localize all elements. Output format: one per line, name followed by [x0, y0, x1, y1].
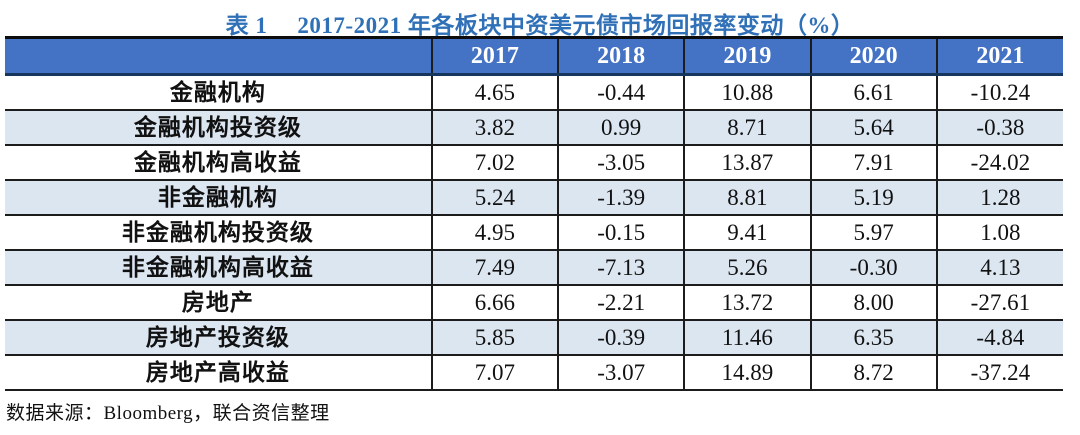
cell-value: 3.82 — [430, 108, 559, 146]
cell-value: 1.08 — [935, 213, 1063, 251]
table-header-row: 2017 2018 2019 2020 2021 — [5, 36, 1063, 76]
row-label: 房地产投资级 — [5, 318, 432, 356]
table-row: 金融机构投资级 3.82 0.99 8.71 5.64 -0.38 — [5, 108, 1063, 146]
cell-value: 7.02 — [430, 143, 559, 181]
cell-value: 8.81 — [683, 178, 811, 216]
cell-value: 8.71 — [683, 108, 811, 146]
cell-value: 11.46 — [683, 318, 811, 356]
table-row: 房地产 6.66 -2.21 13.72 8.00 -27.61 — [5, 283, 1063, 321]
cell-value: -3.05 — [557, 143, 685, 181]
data-source-note: 数据来源：Bloomberg，联合资信整理 — [6, 402, 330, 424]
header-cell-2020: 2020 — [809, 36, 937, 76]
cell-value: -10.24 — [935, 73, 1063, 111]
cell-value: 5.24 — [430, 178, 559, 216]
cell-value: 6.66 — [430, 283, 559, 321]
table-title: 表 1 2017-2021 年各板块中资美元债市场回报率变动（%） — [0, 0, 1080, 38]
row-label: 非金融机构高收益 — [5, 248, 432, 286]
cell-value: 4.95 — [430, 213, 559, 251]
header-cell-2018: 2018 — [557, 36, 685, 76]
cell-value: 7.49 — [430, 248, 559, 286]
row-label: 房地产 — [5, 283, 432, 321]
table-row: 非金融机构 5.24 -1.39 8.81 5.19 1.28 — [5, 178, 1063, 216]
cell-value: 1.28 — [935, 178, 1063, 216]
cell-value: 6.61 — [809, 73, 937, 111]
cell-value: 4.65 — [430, 73, 559, 111]
cell-value: 13.87 — [683, 143, 811, 181]
cell-value: -1.39 — [557, 178, 685, 216]
row-label: 金融机构高收益 — [5, 143, 432, 181]
cell-value: 5.64 — [809, 108, 937, 146]
cell-value: 7.07 — [430, 353, 559, 391]
cell-value: 6.35 — [809, 318, 937, 356]
returns-table: 2017 2018 2019 2020 2021 金融机构 4.65 -0.44… — [5, 36, 1063, 391]
cell-value: 14.89 — [683, 353, 811, 391]
cell-value: 5.97 — [809, 213, 937, 251]
cell-value: -0.15 — [557, 213, 685, 251]
cell-value: 5.19 — [809, 178, 937, 216]
table-number: 表 1 — [225, 13, 268, 38]
cell-value: -24.02 — [935, 143, 1063, 181]
header-cell-2017: 2017 — [430, 36, 559, 76]
cell-value: 4.13 — [935, 248, 1063, 286]
cell-value: 5.26 — [683, 248, 811, 286]
table-row: 金融机构 4.65 -0.44 10.88 6.61 -10.24 — [5, 73, 1063, 111]
row-label: 非金融机构投资级 — [5, 213, 432, 251]
cell-value: 13.72 — [683, 283, 811, 321]
table-row: 房地产投资级 5.85 -0.39 11.46 6.35 -4.84 — [5, 318, 1063, 356]
row-label: 非金融机构 — [5, 178, 432, 216]
table-row: 房地产高收益 7.07 -3.07 14.89 8.72 -37.24 — [5, 353, 1063, 391]
header-cell-2021: 2021 — [935, 36, 1063, 76]
cell-value: 8.72 — [809, 353, 937, 391]
cell-value: -4.84 — [935, 318, 1063, 356]
cell-value: 9.41 — [683, 213, 811, 251]
header-cell-blank — [5, 36, 432, 76]
cell-value: 0.99 — [557, 108, 685, 146]
cell-value: -0.30 — [809, 248, 937, 286]
row-label: 金融机构 — [5, 73, 432, 111]
table-title-text: 2017-2021 年各板块中资美元债市场回报率变动（%） — [297, 13, 855, 38]
cell-value: 7.91 — [809, 143, 937, 181]
header-cell-2019: 2019 — [683, 36, 811, 76]
cell-value: 5.85 — [430, 318, 559, 356]
row-label: 房地产高收益 — [5, 353, 432, 391]
cell-value: -37.24 — [935, 353, 1063, 391]
cell-value: -27.61 — [935, 283, 1063, 321]
cell-value: -0.38 — [935, 108, 1063, 146]
cell-value: 10.88 — [683, 73, 811, 111]
cell-value: -0.44 — [557, 73, 685, 111]
cell-value: -3.07 — [557, 353, 685, 391]
cell-value: 8.00 — [809, 283, 937, 321]
cell-value: -2.21 — [557, 283, 685, 321]
table-row: 非金融机构投资级 4.95 -0.15 9.41 5.97 1.08 — [5, 213, 1063, 251]
table-row: 金融机构高收益 7.02 -3.05 13.87 7.91 -24.02 — [5, 143, 1063, 181]
cell-value: -7.13 — [557, 248, 685, 286]
cell-value: -0.39 — [557, 318, 685, 356]
table-row: 非金融机构高收益 7.49 -7.13 5.26 -0.30 4.13 — [5, 248, 1063, 286]
row-label: 金融机构投资级 — [5, 108, 432, 146]
